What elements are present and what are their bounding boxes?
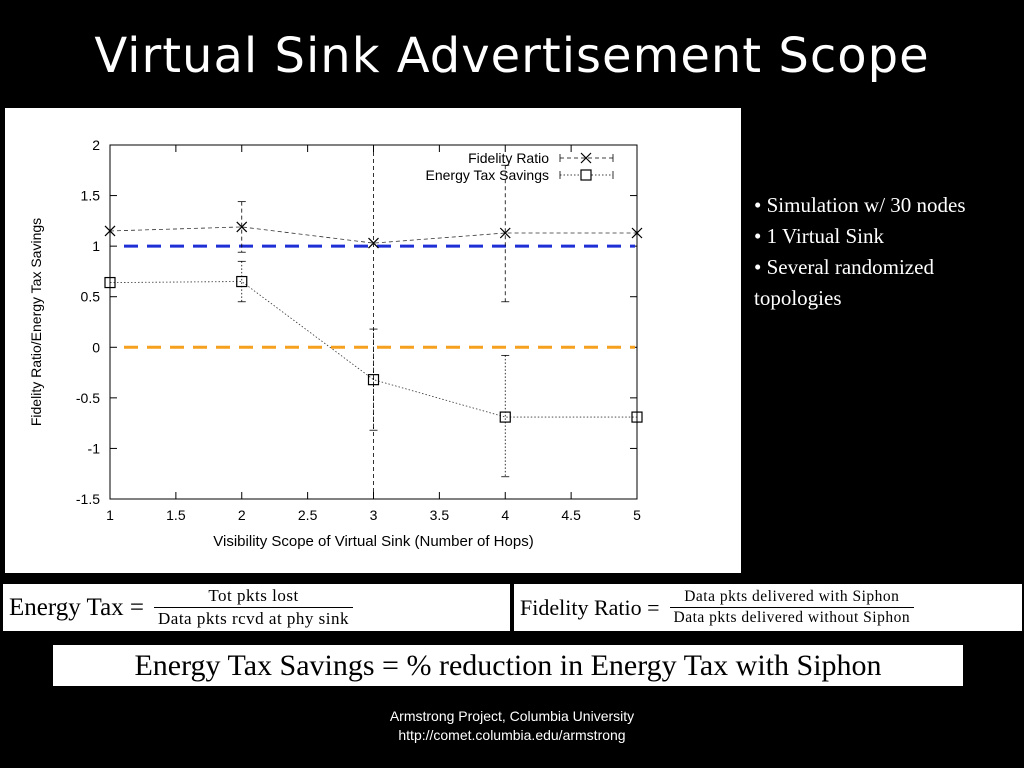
data-point-fidelity-ratio: [104, 225, 116, 237]
data-point-fidelity-ratio: [631, 227, 643, 239]
formula-numerator: Data pkts delivered with Siphon: [684, 588, 900, 605]
x-tick-label: 3.5: [430, 507, 450, 523]
formula-fraction: Tot pkts lost Data pkts rcvd at phy sink: [154, 586, 354, 629]
legend-marker-square: [580, 169, 592, 181]
data-point-fidelity-ratio: [499, 227, 511, 239]
y-tick-label: 1.5: [81, 188, 101, 204]
energy-tax-formula: Energy Tax = Tot pkts lost Data pkts rcv…: [3, 584, 510, 631]
series-line-energy-tax-savings: [109, 281, 637, 418]
formula-numerator: Tot pkts lost: [208, 586, 299, 605]
x-tick-label: 5: [633, 507, 641, 523]
formula-lhs: Energy Tax =: [9, 593, 145, 621]
data-point-energy-tax-savings: [367, 374, 380, 386]
footer-affiliation: Armstrong Project, Columbia University: [389, 708, 635, 724]
x-tick-label: 4: [501, 507, 509, 523]
legend-label: Energy Tax Savings: [426, 167, 549, 183]
y-tick-label: 1: [92, 238, 100, 254]
x-tick-label: 1: [106, 507, 114, 523]
data-point-energy-tax-savings: [631, 411, 643, 423]
x-tick-label: 1.5: [166, 507, 186, 523]
energy-tax-savings-formula: Energy Tax Savings = % reduction in Ener…: [53, 645, 963, 686]
y-tick-label: 0.5: [81, 289, 101, 305]
formula-denominator: Data pkts rcvd at phy sink: [154, 607, 354, 629]
y-tick-label: -1.5: [76, 491, 100, 507]
legend-marker-x: [580, 152, 592, 164]
y-tick-label: -1: [88, 440, 101, 456]
x-tick-label: 4.5: [561, 507, 581, 523]
data-point-energy-tax-savings: [499, 411, 511, 423]
data-point-fidelity-ratio: [236, 221, 248, 233]
x-tick-label: 2: [238, 507, 246, 523]
y-tick-label: -0.5: [76, 390, 100, 406]
bullet-item: • Simulation w/ 30 nodes: [754, 193, 966, 217]
bullet-item: • 1 Virtual Sink: [754, 224, 884, 248]
footer-url[interactable]: http://comet.columbia.edu/armstrong: [398, 727, 626, 743]
data-point-energy-tax-savings: [236, 275, 248, 288]
footer: Armstrong Project, Columbia University h…: [0, 707, 1024, 745]
data-point-energy-tax-savings: [104, 276, 116, 289]
fidelity-ratio-formula: Fidelity Ratio = Data pkts delivered wit…: [514, 584, 1022, 631]
x-axis-label: Visibility Scope of Virtual Sink (Number…: [213, 533, 533, 550]
formula-denominator: Data pkts delivered without Siphon: [669, 607, 915, 627]
x-tick-label: 2.5: [298, 507, 318, 523]
data-point-fidelity-ratio: [368, 237, 379, 249]
y-tick-label: 2: [92, 137, 100, 153]
chart-svg: -1.5 -1 -0.5 0 0.5 1 1.5 2 1 1.5 2 2.5 3 3.5 4 4.5 5 Visi…: [28, 137, 643, 550]
formula-lhs: Fidelity Ratio =: [520, 594, 660, 620]
chart-panel: -1.5 -1 -0.5 0 0.5 1 1.5 2 1 1.5 2 2.5 3 3.5 4 4.5 5 Visi…: [5, 108, 741, 573]
bullet-item: • Several randomized topologies: [754, 255, 934, 310]
formula-fraction: Data pkts delivered with Siphon Data pkt…: [669, 588, 915, 627]
legend-label: Fidelity Ratio: [468, 150, 549, 166]
series-line-fidelity-ratio: [109, 226, 637, 244]
x-tick-label: 3: [370, 507, 378, 523]
y-axis-label: Fidelity Ratio/Energy Tax Savings: [28, 218, 44, 426]
slide-title: Virtual Sink Advertisement Scope: [94, 28, 930, 84]
bullet-list: • Simulation w/ 30 nodes • 1 Virtual Sin…: [754, 190, 1019, 314]
y-tick-label: 0: [92, 339, 100, 355]
